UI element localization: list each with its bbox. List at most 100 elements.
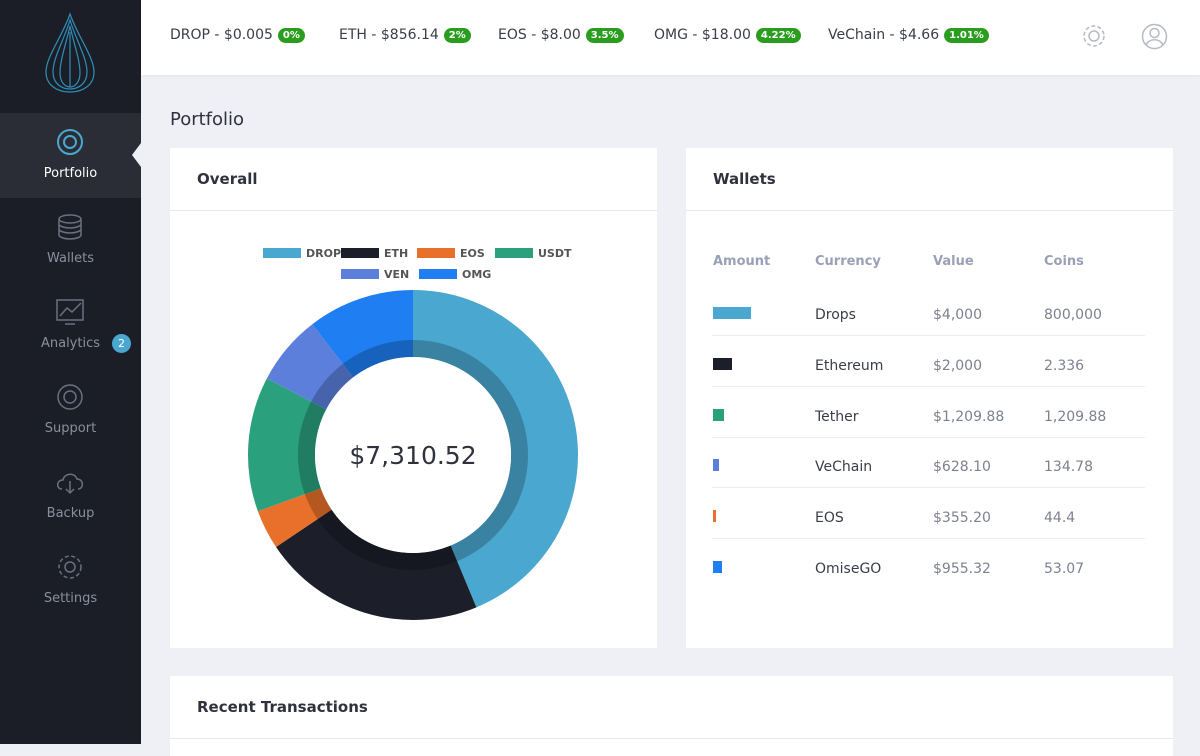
wallets-card: Wallets: [686, 148, 1173, 648]
table-cell: $355.20: [933, 510, 991, 527]
nav-label: Support: [44, 421, 97, 436]
nav-item[interactable]: Backup: [0, 453, 141, 538]
amount-bar: [713, 561, 723, 573]
donut-segment: [312, 290, 413, 378]
ticker-label: EOS - $8.00: [498, 27, 581, 43]
table-cell: $955.32: [933, 561, 991, 577]
legend-label: DROP: [306, 247, 341, 260]
table-cell: 53.07: [1044, 561, 1085, 577]
ticker-change: 4.22%: [755, 28, 801, 43]
amount-bar: [713, 408, 725, 421]
nav-label: Portfolio: [43, 166, 98, 181]
legend-label: ETH: [384, 247, 408, 260]
ticker-change: 2%: [443, 28, 471, 43]
nav-icon: [56, 473, 84, 495]
card-title: Wallets: [713, 170, 776, 188]
row-divider: [712, 487, 1145, 489]
legend-label: USDT: [538, 247, 572, 260]
row-divider: [712, 385, 1145, 387]
legend-swatch: [341, 269, 379, 279]
page-title: Portfolio: [170, 109, 245, 130]
table-header: Amount: [713, 254, 771, 269]
amount-bar: [713, 510, 717, 523]
logo: [45, 12, 95, 93]
table-cell: Drops: [815, 307, 856, 323]
legend-swatch: [417, 248, 455, 258]
legend-swatch: [419, 269, 457, 279]
ticker-item: VeChain - $4.66 1.01%: [828, 27, 989, 43]
donut-chart: $7,310.52 DROP ETH EOS USDT VEN OMG: [248, 247, 578, 620]
row-divider: [712, 436, 1145, 438]
table-header: Currency: [815, 254, 881, 269]
settings-icon[interactable]: [1081, 23, 1107, 49]
ticker-label: VeChain - $4.66: [828, 27, 940, 43]
ticker-label: ETH - $856.14: [339, 27, 439, 43]
nav-icon: [57, 384, 83, 410]
legend-label: OMG: [462, 268, 491, 281]
center-label: $7,310.52: [349, 441, 476, 470]
nav-item[interactable]: Support: [0, 368, 141, 453]
ticker-item: OMG - $18.00 4.22%: [654, 27, 801, 43]
legend-swatch: [341, 248, 379, 258]
donut-segment: [276, 509, 477, 620]
table-cell: $1,209.88: [933, 408, 1005, 425]
donut-segment: [413, 290, 578, 608]
divider: [686, 210, 1173, 211]
nav-label: Backup: [46, 506, 95, 521]
nav-label: Wallets: [46, 251, 95, 266]
table-cell: 134.78: [1044, 459, 1093, 476]
inner-shade: [298, 340, 528, 570]
ticker-change: 3.5%: [585, 28, 624, 43]
nav-item[interactable]: Analytics 2: [0, 283, 141, 368]
active-pointer: [132, 143, 141, 167]
table-cell: OmiseGO: [815, 561, 882, 577]
card-title: Recent Transactions: [197, 698, 368, 716]
table-cell: VeChain: [815, 459, 873, 476]
donut-hole: [315, 357, 511, 553]
table-cell: 1,209.88: [1044, 408, 1107, 425]
nav-icon: [58, 214, 82, 240]
ticker-change: 1.01%: [944, 28, 989, 43]
nav-icon: [58, 555, 82, 579]
table-header: Coins: [1044, 254, 1084, 269]
ticker-label: OMG - $18.00: [654, 27, 751, 43]
table-cell: Tether: [815, 408, 859, 425]
table-cell: 2.336: [1044, 357, 1085, 374]
ticker-item: DROP - $0.005 0%: [170, 27, 305, 43]
nav-badge: 2: [112, 334, 131, 353]
sidebar: Portfolio Wallets Analytics 2 Support Backup S…: [0, 0, 141, 744]
ticker-item: EOS - $8.00 3.5%: [498, 27, 624, 43]
donut-segment: [257, 488, 332, 548]
amount-bar: [713, 307, 751, 319]
legend-label: VEN: [384, 268, 409, 281]
amount-bar: [713, 357, 732, 370]
recent-card: Recent Transactions: [170, 676, 1173, 756]
table-cell: 44.4: [1044, 510, 1076, 527]
ticker-change: 0%: [277, 28, 305, 43]
table-cell: $628.10: [933, 459, 991, 476]
legend-label: EOS: [460, 247, 485, 260]
nav-label: Analytics: [40, 336, 101, 351]
nav-icon: [56, 299, 84, 325]
row-divider: [712, 538, 1145, 540]
table-header: Value: [933, 254, 974, 269]
amount-bar: [713, 459, 719, 472]
legend-swatch: [495, 248, 533, 258]
table-cell: Ethereum: [815, 357, 884, 374]
overall-card: Overall $7,310.52 DROP ETH EOS USDT VEN OMG: [170, 148, 657, 648]
divider: [170, 210, 657, 211]
nav-item[interactable]: Portfolio: [0, 113, 141, 198]
nav-label: Settings: [43, 591, 98, 606]
nav-item[interactable]: Wallets: [0, 198, 141, 283]
table-cell: $4,000: [933, 307, 982, 323]
top-bar: DROP - $0.005 0% ETH - $856.14 2% EOS - $8.0…: [141, 0, 1200, 75]
donut-segment: [248, 378, 327, 512]
nav-icon: [57, 129, 83, 155]
table-cell: $2,000: [933, 357, 982, 374]
donut-segment: [266, 324, 354, 410]
card-title: Overall: [197, 170, 258, 188]
user-icon[interactable]: [1141, 23, 1168, 50]
divider: [170, 738, 1173, 739]
nav-item[interactable]: Settings: [0, 538, 141, 623]
